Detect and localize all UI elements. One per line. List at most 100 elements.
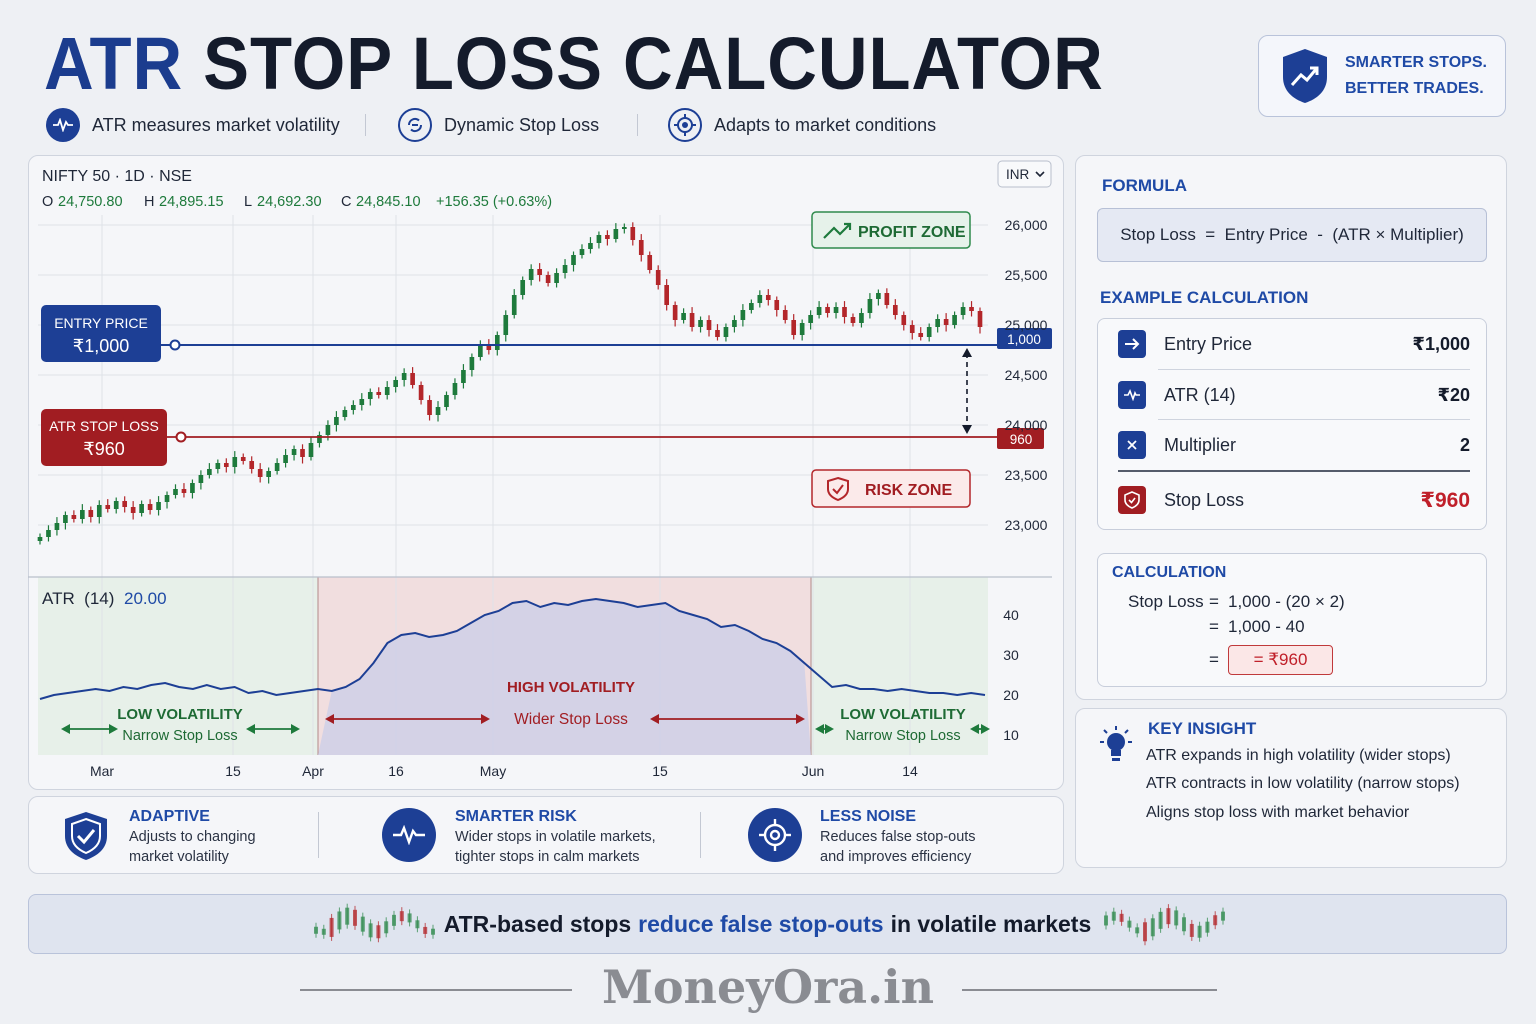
candle-body [562,265,568,273]
candle-body [647,255,653,270]
candle-body [901,315,907,325]
calculation-title: CALCULATION [1112,564,1227,581]
mini-candle [314,926,318,934]
mini-candle [1221,911,1225,921]
candle-body [833,307,839,313]
candle-body [732,320,737,327]
mini-candle [1197,925,1202,938]
stop-marker [175,431,187,443]
candle-body [554,273,559,283]
candle-body [494,335,500,350]
svg-text:ENTRY PRICE: ENTRY PRICE [54,315,148,331]
feature-volatility: ATR measures market volatility [46,108,340,142]
x-tick-label: 15 [652,763,668,779]
mini-candle [1143,922,1147,942]
mini-candle [1213,915,1218,926]
formula-title: FORMULA [1102,176,1187,195]
candle-body [706,320,712,330]
svg-text:RISK ZONE: RISK ZONE [865,482,952,499]
ohlc-l-label: L [244,194,252,210]
candle-body [291,449,297,455]
example-box [1097,318,1487,530]
atr-area [318,599,811,755]
arrow-head [970,724,979,734]
candle-body [359,399,365,405]
tagline: SMARTER STOPS. BETTER TRADES. [1345,54,1487,97]
candle-body [816,307,822,315]
y-tick-label: 25,500 [1005,267,1048,283]
candle-body [520,280,526,295]
candle-body [943,319,949,325]
title-rest: STOP LOSS CALCULATOR [203,22,1104,105]
candle-body [850,317,856,323]
risk-zone-badge: RISK ZONE [811,469,971,508]
candle-body [867,299,873,313]
mini-candle [407,913,412,923]
currency-value: INR [1006,167,1030,182]
svg-text:960: 960 [1010,432,1033,447]
low-volatility-label-right: LOW VOLATILITY [840,706,966,723]
candle-body [334,417,339,425]
pulse-icon [382,808,436,862]
svg-text:1,000: 1,000 [1007,332,1041,347]
candle-body [249,461,255,469]
candle-body [410,373,415,385]
candle-body [37,537,43,541]
ohlc-h-label: H [144,194,154,210]
candle-body [689,313,695,327]
example-row-entry: Entry Price ₹1,000 [1118,324,1470,364]
mini-candle [1127,920,1132,928]
atr-line [39,597,986,700]
feature-divider [637,114,638,136]
mini-candle [1150,918,1155,937]
arrow-right-icon [1118,330,1146,358]
atr-indicator-label: ATR (14) [42,589,114,608]
low-volatility-label-left: LOW VOLATILITY [117,706,243,723]
candle-body [139,504,144,513]
tagline-card: SMARTER STOPS. BETTER TRADES. [1258,35,1506,117]
mini-candle [384,921,389,934]
pulse-icon [1118,381,1146,409]
mini-candle [368,923,373,938]
mini-candle [329,917,334,937]
brand-rule-left [300,989,572,991]
currency-select[interactable]: INR [997,160,1052,188]
example-row-atr: ATR (14) ₹20 [1118,375,1470,415]
low-volatility-sub-right: Narrow Stop Loss [845,728,960,744]
y-tick-label: 24,500 [1005,367,1048,383]
x-tick-label: Mar [90,763,114,779]
atr-y-tick-label: 40 [1003,607,1019,623]
ohlc-h-value: 24,895.15 [159,194,224,210]
arrow-head [962,348,972,357]
arrow-head [825,724,834,734]
candle-body [80,510,85,519]
mini-candle [1135,927,1140,934]
candle-body [427,400,432,415]
target-icon [748,808,802,862]
atr-indicator-value: 20.00 [124,589,167,608]
candle-body [859,313,864,323]
candle-body [969,307,974,311]
candle-body [223,463,229,467]
multiply-icon [1118,431,1146,459]
insight-line: Aligns stop loss with market behavior [1146,804,1410,821]
candle-body [469,357,475,370]
benefit-desc: Adjusts to changing market volatility [129,829,256,865]
candle-body [977,311,983,327]
shield-icon [1118,486,1146,514]
candle-body [232,457,238,467]
candle-body [537,269,542,275]
candle-body [46,530,51,537]
row-divider [1158,369,1470,370]
benefit-divider [318,812,319,858]
x-tick-label: 14 [902,763,918,779]
arrow-head [796,714,805,724]
y-tick-label: 23,000 [1005,517,1048,533]
refresh-icon [398,108,432,142]
candle-body [511,295,517,315]
candle-body [156,502,161,510]
candle-body [478,345,483,357]
candle-body [351,405,356,410]
candle-body [909,325,915,333]
arrow-head [246,724,255,734]
